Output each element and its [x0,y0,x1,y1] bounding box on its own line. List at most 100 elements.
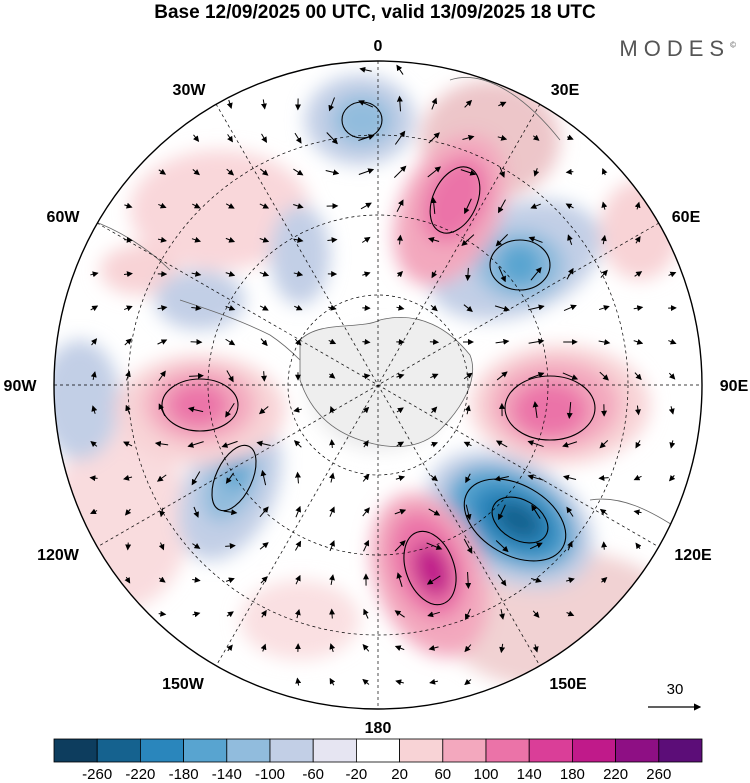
wind-arrow [124,576,131,584]
wind-arrow [329,574,335,585]
wind-arrow [362,271,371,278]
lon-label-30e: 30E [551,82,580,99]
wind-arrow [669,440,676,449]
wind-arrow [124,202,133,209]
wind-arrow [329,406,336,414]
wind-arrow [329,677,336,686]
wind-arrow [90,305,99,312]
wind-arrow [362,473,370,482]
colorbar-tick-label: -100 [255,766,285,783]
wind-arrow [633,509,642,516]
wind-arrow [154,440,169,447]
wind-arrow [430,474,438,482]
wind-arrow [396,572,403,587]
wind-arrow [187,441,204,448]
wind-arrow [601,168,608,176]
colorbar-swatch [399,738,444,763]
wind-arrow [528,304,545,311]
map-boundary [53,60,703,710]
wind-arrow [124,338,132,346]
wind-arrow [193,134,200,142]
wind-arrow [565,203,574,210]
lon-label-0: 0 [374,38,383,55]
wind-arrow [293,406,302,413]
wind-arrow [223,509,238,516]
wind-arrow [123,441,133,447]
wind-arrow [191,471,201,486]
wind-arrow [499,643,506,654]
lon-label-60e: 60E [672,209,701,226]
wind-arrow [633,305,644,312]
wind-arrow [258,406,269,415]
wind-arrow [260,338,268,347]
wind-arrow [362,406,370,414]
wind-arrow [532,610,540,618]
colorbar-swatch [53,738,98,763]
wind-arrow [157,305,168,312]
wind-arrow [226,370,234,383]
lon-label-150w: 150W [162,676,205,693]
wind-arrow [428,508,441,516]
wind-arrow [495,338,510,345]
wind-arrow [428,644,439,651]
wind-arrow [158,168,167,175]
colorbar-tick-label: 180 [560,766,585,783]
wind-arrow [668,338,677,345]
wind-arrow [124,236,133,243]
colorbar-swatch [615,738,660,763]
wind-arrow [465,504,472,521]
colorbar-tick-label: 60 [434,766,451,783]
brand-name: MODES [619,36,731,61]
wind-arrow [427,611,440,618]
wind-arrow [293,236,304,243]
wind-arrow [427,237,440,243]
wind-arrow [90,271,99,278]
wind-arrow [528,338,545,345]
wind-arrow [426,575,441,585]
wind-arrow [494,305,510,312]
wind-arrow [396,64,404,75]
wind-arrow [328,304,337,311]
wind-arrow [394,509,407,515]
wind-arrow [362,440,369,448]
wind-arrow [193,506,199,518]
wind-arrow [294,608,301,619]
wind-arrow [601,541,608,550]
wind-arrow [192,611,201,618]
wind-arrow [226,168,235,176]
lon-label-90w: 90W [4,378,38,395]
wind-arrow [465,571,472,589]
wind-arrow [464,198,472,215]
wind-arrow [90,338,98,346]
wind-arrow [396,95,403,112]
wind-arrow [294,304,303,311]
wind-arrow [259,270,270,277]
wind-arrow [329,540,335,552]
lon-label-30w: 30W [173,82,207,99]
wind-arrow [192,202,201,209]
colorbar-tick-label: -140 [212,766,242,783]
wind-arrow [601,201,608,210]
graticule [54,61,702,709]
wind-arrow [494,475,509,482]
wind-arrow [634,372,642,381]
wind-arrow [192,169,200,176]
wind-arrow [158,542,165,551]
wind-arrow [465,473,471,484]
wind-arrow [125,370,131,381]
wind-arrow [562,441,578,448]
wind-arrow [565,577,575,584]
wind-arrow [396,407,404,414]
wind-arrow [259,237,270,243]
wind-arrow [464,99,473,108]
wind-arrow [599,371,609,381]
wind-arrow [430,373,439,380]
colorbar: -260 -220 -180 -140 -100 -60 -20 20 60 100 140 180 2… [53,738,703,783]
wind-arrow [598,305,610,311]
lon-label-120e: 120E [674,547,712,564]
wind-arrow [498,504,506,521]
lon-label-150e: 150E [549,676,587,693]
wind-arrow [328,97,335,112]
wind-arrow [396,270,404,278]
